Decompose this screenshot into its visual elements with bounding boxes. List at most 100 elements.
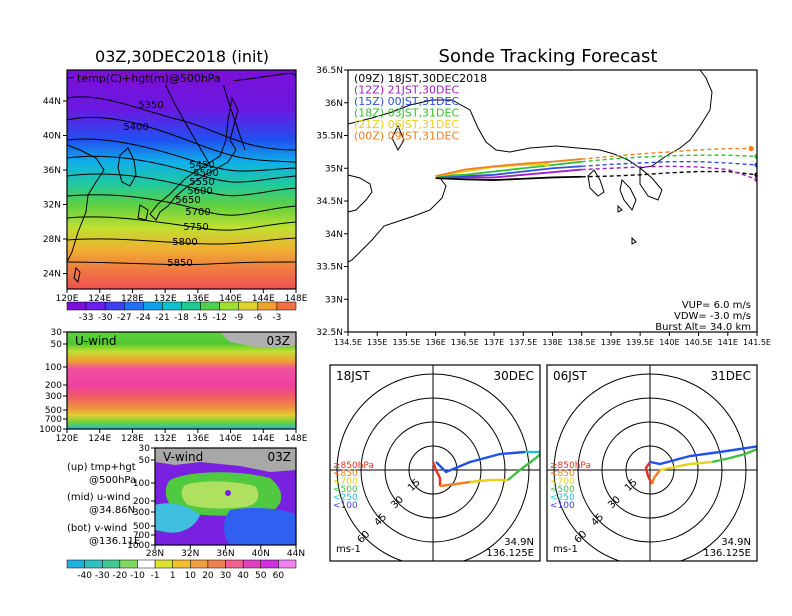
temp-colorbar-label: -21 [155, 313, 170, 323]
korea-coast [117, 147, 137, 187]
hodo2-trace-green [711, 447, 757, 464]
u-wind-lon-label: 144E [252, 434, 275, 444]
wind-colorbar-label: -1 [151, 571, 160, 581]
contour-label: 5400 [123, 122, 148, 133]
temp-colorbar-cell [257, 301, 278, 311]
u-wind-lon-label: 128E [121, 434, 144, 444]
contour-line [67, 138, 296, 172]
sonde-map: 36.5N 36N 35.5N 35N 34.5N 34N 33.5N 33N 32.5N 13… [316, 66, 771, 347]
sonde-tracks [435, 146, 757, 182]
temp-colorbar-label: -12 [212, 313, 227, 323]
temp-colorbar-label: -18 [174, 313, 189, 323]
hodo2-frame [546, 364, 758, 562]
u-wind-lon-label: 132E [154, 434, 177, 444]
sonde-lon-label: 136.5E [451, 338, 479, 347]
hodo1-trace-blue [435, 450, 526, 474]
wind-colorbar-cell [101, 559, 121, 569]
temp-colorbar-labels: -33 -30 -27 -24 -21 -18 -15 -12 -9 -6 -3 [79, 313, 282, 323]
contour-line [67, 237, 296, 245]
temp-colorbar-cell [181, 301, 201, 311]
sonde-lon-label: 135.5E [392, 338, 420, 347]
contour-line [67, 116, 296, 163]
wind-colorbar-label: -10 [130, 571, 145, 581]
v-wind-spot [225, 490, 231, 496]
sonde-legend: (09Z) 18JST,30DEC2018(12Z) 21JST,30DEC(1… [354, 72, 487, 143]
contour-label: 5800 [172, 237, 197, 248]
temp-colorbar-label: -9 [234, 313, 243, 323]
temp-colorbar-cell [276, 301, 297, 311]
hodo2-left-label: 06JST [553, 369, 587, 383]
map-lon-label: 148E [285, 294, 308, 304]
wind-colorbar-cell [154, 559, 173, 569]
wind-colorbar-cell [207, 559, 226, 569]
wind-colorbar-label: 60 [273, 571, 285, 581]
hodo1-right-label: 30DEC [494, 369, 534, 383]
sonde-lon-label: 135E [367, 338, 387, 347]
v-wind-lat-label: 44N [287, 549, 305, 559]
u-wind-lon-label: 140E [219, 434, 242, 444]
map-lat-label: 32N [43, 201, 61, 211]
map-lon-label: 124E [88, 294, 111, 304]
sonde-lat-label: 35.5N [316, 132, 343, 142]
v-wind-p-label: 300 [133, 508, 150, 518]
v-wind-p-label: 200 [133, 497, 150, 507]
wind-colorbar-label: 10 [185, 571, 197, 581]
u-wind-time: 03Z [267, 334, 291, 348]
contour-label: 5850 [167, 258, 192, 269]
legend-up-2: @500hPa [89, 475, 136, 486]
legend-mid-1: (mid) u-wind [67, 492, 130, 503]
u-wind-lon-ticks: 120E 124E 128E 132E 136E 140E 144E 148E [56, 429, 308, 444]
panel-legend-text: (up) tmp+hgt @500hPa (mid) u-wind @34.86… [67, 462, 140, 547]
island-2 [631, 236, 637, 245]
sonde-map-bg [348, 70, 757, 332]
temp-colorbar-label: -27 [117, 313, 132, 323]
sonde-lon-label: 136E [425, 338, 445, 347]
sonde-track-solid [435, 158, 582, 177]
sonde-lon-label: 141.5E [743, 338, 771, 347]
hodo2-trace-yellow [659, 460, 713, 472]
map-lon-label: 128E [121, 294, 144, 304]
u-wind-p-label: 700 [45, 415, 62, 425]
temp-colorbar-cell [104, 301, 125, 311]
hodo1-legend: ≥850hPa<850<700<500<250<100 [333, 461, 374, 511]
sonde-track-dashed [581, 154, 757, 163]
contour-line [67, 216, 296, 231]
temp-colorbar-cell [124, 301, 144, 311]
sonde-landing-point [754, 162, 757, 168]
temp-colorbar-cell [200, 301, 220, 311]
u-wind-p-label: 50 [51, 340, 63, 350]
sonde-coastline [348, 70, 713, 263]
sonde-lat-label: 34.5N [316, 197, 343, 207]
wind-colorbar-label: -40 [77, 571, 92, 581]
v-wind-blue-area [224, 507, 296, 545]
map-lon-label: 140E [219, 294, 242, 304]
hodo2-trace-orange [650, 469, 661, 485]
kii-coast [348, 177, 447, 263]
temp-colorbar-cell [66, 301, 87, 311]
legend-bot-1: (bot) v-wind [67, 523, 127, 534]
map-lat-label: 44N [43, 97, 61, 107]
u-wind-p-label: 200 [45, 381, 62, 391]
sonde-title: Sonde Tracking Forecast [439, 46, 658, 67]
wind-colorbar-cell [278, 559, 297, 569]
map-lat-label: 36N [43, 166, 61, 176]
sonde-lon-ticks: 134.5E 135E 135.5E 136E 136.5E 137E 137.5E 138E… [334, 332, 771, 347]
hodo1-lon: 136.125E [486, 548, 534, 559]
v-wind-p-label: 500 [133, 522, 150, 532]
sonde-landing-point [754, 176, 757, 182]
hodo1-frame [329, 364, 541, 562]
u-wind-frame [66, 331, 297, 430]
hodo1-trace-yellow [469, 478, 508, 484]
temp-colorbar: -33 -30 -27 -24 -21 -18 -15 -12 -9 -6 -3 [66, 301, 297, 323]
hodo1-legend-entry: <500 [333, 485, 358, 495]
hodo1-trace-green [507, 452, 540, 481]
u-wind-lon-label: 124E [88, 434, 111, 444]
temp-colorbar-label: -6 [253, 313, 262, 323]
v-wind-label: V-wind [163, 450, 203, 464]
hodo2-legend-entry: <250 [550, 493, 575, 503]
legend-up-1: (up) tmp+hgt [67, 462, 136, 473]
sonde-landing-point [754, 153, 757, 160]
map-lat-label: 40N [43, 132, 61, 142]
v-wind-cyan-area [155, 503, 200, 533]
